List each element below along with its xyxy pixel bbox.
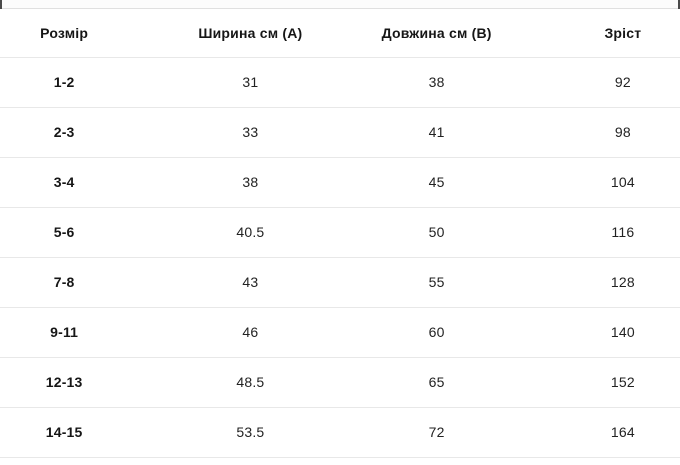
cell-height: 164 [529,407,680,458]
top-strip-left-edge [0,0,2,9]
table-row: 1-2 31 38 92 [0,57,680,108]
cell-width: 43 [157,257,344,308]
header-height: Зріст [529,9,680,58]
cell-size: 14-15 [0,407,158,458]
cell-height: 128 [529,257,680,308]
table-row: 5-6 40.5 50 116 [0,207,680,258]
table-row: 7-8 43 55 128 [0,257,680,308]
cell-length: 65 [343,357,530,408]
cell-width: 46 [157,307,344,358]
size-chart-table: Розмір Ширина см (А) Довжина см (В) Зріс… [0,9,680,458]
cell-length: 50 [343,207,530,258]
cell-length: 45 [343,157,530,208]
cell-height: 98 [529,107,680,158]
cell-length: 72 [343,407,530,458]
header-row: Розмір Ширина см (А) Довжина см (В) Зріс… [0,9,680,58]
header-width: Ширина см (А) [157,9,344,58]
cell-size: 5-6 [0,207,158,258]
cell-length: 55 [343,257,530,308]
table-row: 9-11 46 60 140 [0,307,680,358]
cell-size: 9-11 [0,307,158,358]
cell-size: 12-13 [0,357,158,408]
cell-size: 7-8 [0,257,158,308]
top-strip [0,0,680,9]
cell-width: 31 [157,57,344,108]
top-strip-right-edge [678,0,680,9]
cell-height: 104 [529,157,680,208]
header-size: Розмір [0,9,158,58]
table-row: 12-13 48.5 65 152 [0,357,680,408]
cell-width: 38 [157,157,344,208]
cell-length: 60 [343,307,530,358]
table-row: 3-4 38 45 104 [0,157,680,208]
size-chart-table-wrap: Розмір Ширина см (А) Довжина см (В) Зріс… [0,9,680,458]
table-row: 14-15 53.5 72 164 [0,407,680,458]
cell-height: 116 [529,207,680,258]
table-row: 2-3 33 41 98 [0,107,680,158]
cell-size: 1-2 [0,57,158,108]
cell-length: 41 [343,107,530,158]
cell-width: 48.5 [157,357,344,408]
cell-size: 2-3 [0,107,158,158]
cell-height: 92 [529,57,680,108]
table-header: Розмір Ширина см (А) Довжина см (В) Зріс… [0,9,680,58]
header-length: Довжина см (В) [343,9,530,58]
cell-size: 3-4 [0,157,158,208]
cell-height: 140 [529,307,680,358]
cell-height: 152 [529,357,680,408]
cell-width: 53.5 [157,407,344,458]
cell-length: 38 [343,57,530,108]
table-body: 1-2 31 38 92 2-3 33 41 98 3-4 38 45 104 [0,57,680,458]
cell-width: 33 [157,107,344,158]
cell-width: 40.5 [157,207,344,258]
